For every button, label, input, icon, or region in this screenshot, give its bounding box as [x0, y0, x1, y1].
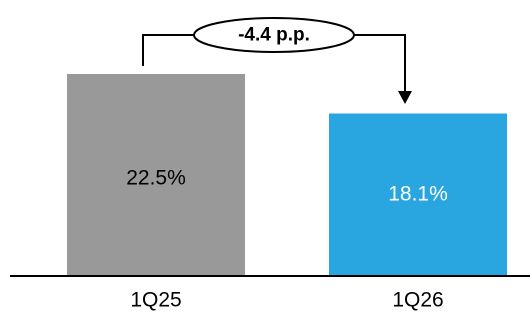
delta-bubble — [193, 17, 355, 53]
arrowhead-icon — [398, 91, 412, 104]
delta-label: -4.4 p.p. — [238, 25, 310, 46]
bar-1q26 — [329, 113, 507, 276]
category-labels-group: 1Q25 1Q26 — [130, 289, 443, 312]
category-label: 1Q25 — [130, 289, 181, 312]
category-label: 1Q26 — [392, 289, 443, 312]
bar-value-label: 18.1% — [388, 183, 448, 206]
delta-annotation: -4.4 p.p. — [142, 17, 412, 104]
bars-group: 22.5% 18.1% — [67, 74, 507, 276]
bar-1q25 — [67, 74, 245, 276]
bar-value-label: 22.5% — [126, 167, 186, 190]
